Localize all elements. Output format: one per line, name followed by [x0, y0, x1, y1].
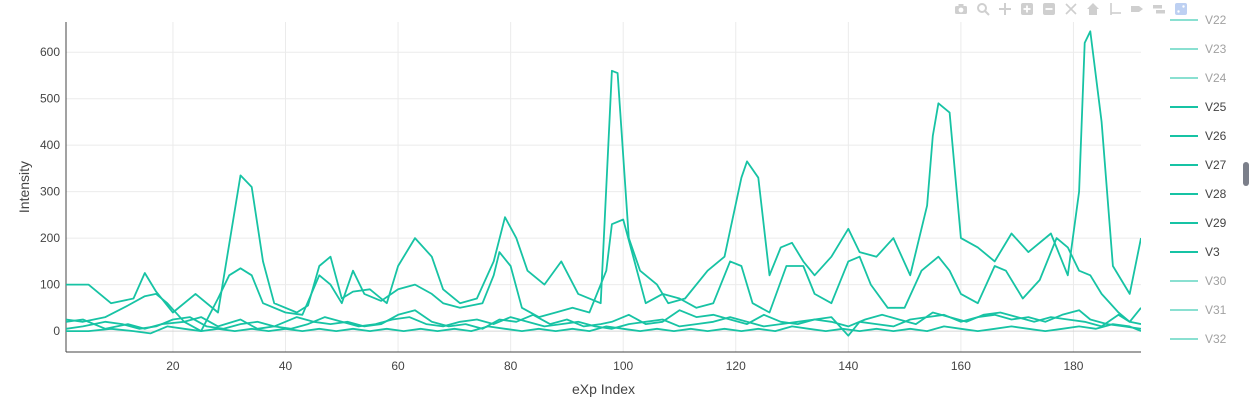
- legend-label: V29: [1205, 216, 1227, 230]
- legend-scrollbar[interactable]: [1243, 162, 1249, 186]
- y-tick-label: 100: [40, 278, 60, 292]
- legend-item[interactable]: V24: [1170, 71, 1227, 85]
- series-line: [66, 309, 1141, 337]
- legend-item[interactable]: V31: [1170, 303, 1227, 317]
- series-line: [66, 218, 1141, 332]
- legend-label: V25: [1205, 100, 1227, 114]
- x-tick-label: 180: [1063, 359, 1083, 373]
- x-tick-label: 120: [726, 359, 746, 373]
- legend-item[interactable]: V28: [1170, 187, 1227, 201]
- hover-compare-icon[interactable]: [1150, 0, 1168, 18]
- legend-label: V26: [1205, 129, 1227, 143]
- modebar: [952, 0, 1190, 18]
- x-tick-label: 100: [613, 359, 633, 373]
- y-axis-title: Intensity: [16, 161, 32, 213]
- series-line: [66, 323, 1141, 335]
- legend-item[interactable]: V23: [1170, 42, 1227, 56]
- grid-lines: [66, 22, 1141, 352]
- legend: V22 V23 V24 V25 V26 V27 V28 V29 V3 V30 V31 V32: [1170, 13, 1227, 346]
- legend-item[interactable]: V27: [1170, 158, 1227, 172]
- x-tick-label: 80: [504, 359, 518, 373]
- pan-icon[interactable]: [996, 0, 1014, 18]
- legend-label: V32: [1205, 332, 1227, 346]
- series-line: [66, 30, 1141, 314]
- x-axis-title: eXp Index: [572, 381, 635, 397]
- legend-label: V3: [1205, 245, 1220, 259]
- zoom-icon[interactable]: [974, 0, 992, 18]
- x-tick-label: 40: [279, 359, 293, 373]
- reset-axes-icon[interactable]: [1084, 0, 1102, 18]
- series-line: [66, 309, 1141, 330]
- x-tick-label: 20: [166, 359, 180, 373]
- x-tick-label: 140: [838, 359, 858, 373]
- series-group: [66, 30, 1141, 337]
- legend-item[interactable]: V25: [1170, 100, 1227, 114]
- legend-label: V23: [1205, 42, 1227, 56]
- hover-closest-icon[interactable]: [1128, 0, 1146, 18]
- zoom-out-icon[interactable]: [1040, 0, 1058, 18]
- plotly-logo-icon[interactable]: [1172, 0, 1190, 18]
- legend-label: V22: [1205, 13, 1227, 27]
- legend-label: V31: [1205, 303, 1227, 317]
- x-tick-label: 160: [951, 359, 971, 373]
- spike-lines-icon[interactable]: [1106, 0, 1124, 18]
- y-tick-label: 400: [40, 138, 60, 152]
- y-tick-label: 200: [40, 231, 60, 245]
- legend-item[interactable]: V26: [1170, 129, 1227, 143]
- zoom-in-icon[interactable]: [1018, 0, 1036, 18]
- y-tick-label: 300: [40, 185, 60, 199]
- y-tick-label: 0: [53, 324, 60, 338]
- camera-icon[interactable]: [952, 0, 970, 18]
- legend-item[interactable]: V29: [1170, 216, 1227, 230]
- legend-item[interactable]: V22: [1170, 13, 1227, 27]
- legend-label: V30: [1205, 274, 1227, 288]
- x-tick-label: 60: [391, 359, 405, 373]
- legend-item[interactable]: V3: [1170, 245, 1220, 259]
- y-tick-label: 500: [40, 92, 60, 106]
- legend-label: V27: [1205, 158, 1227, 172]
- legend-item[interactable]: V32: [1170, 332, 1227, 346]
- legend-label: V24: [1205, 71, 1227, 85]
- y-tick-label: 600: [40, 45, 60, 59]
- legend-item[interactable]: V30: [1170, 274, 1227, 288]
- autoscale-icon[interactable]: [1062, 0, 1080, 18]
- legend-label: V28: [1205, 187, 1227, 201]
